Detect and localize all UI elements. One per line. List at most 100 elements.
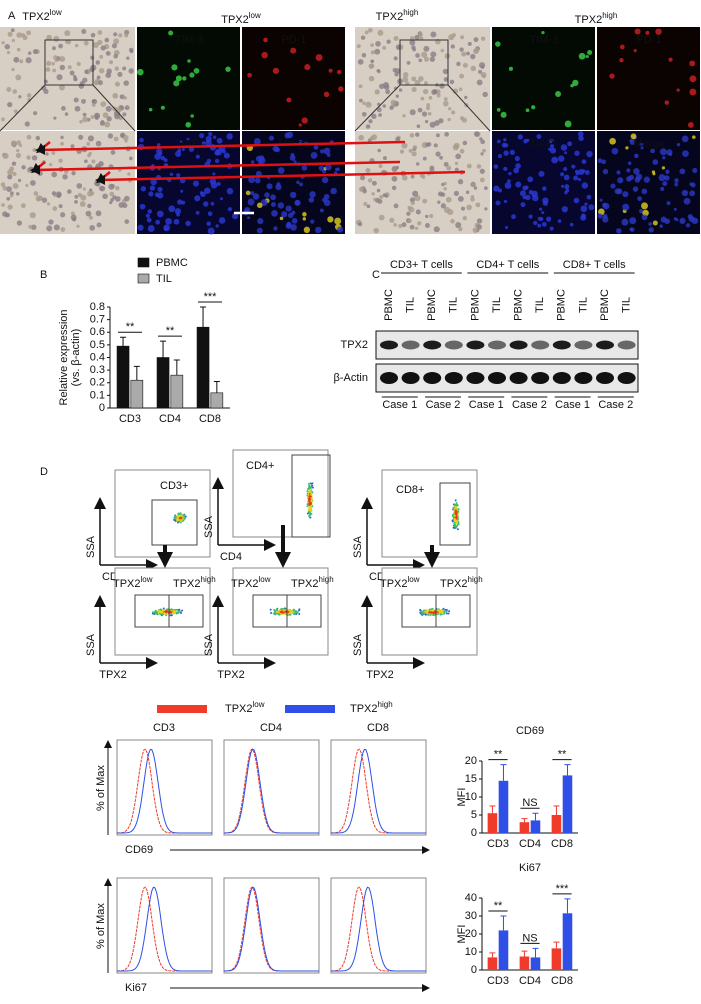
cell — [479, 62, 486, 69]
cell — [358, 84, 363, 89]
cell — [454, 161, 459, 166]
cell — [52, 68, 57, 73]
cell — [256, 227, 263, 234]
cell — [433, 143, 438, 148]
x-tick-label: CD3 — [487, 838, 509, 850]
cell — [648, 222, 653, 226]
cell — [464, 95, 468, 100]
gate — [439, 482, 471, 546]
cell — [26, 155, 31, 160]
event — [456, 504, 459, 507]
cell — [433, 226, 440, 233]
cell — [382, 104, 387, 108]
cell — [453, 142, 460, 149]
cell — [165, 217, 173, 225]
error-bar — [173, 359, 180, 376]
error-bar — [489, 805, 496, 814]
event — [419, 608, 422, 611]
cell — [640, 146, 644, 150]
bar — [519, 822, 530, 833]
cell — [429, 213, 434, 219]
cell — [571, 164, 576, 169]
event — [180, 612, 183, 615]
event — [171, 611, 174, 614]
event — [443, 612, 446, 615]
cell — [205, 135, 212, 143]
cell — [70, 144, 75, 149]
cell — [467, 41, 472, 46]
bar — [487, 813, 498, 833]
cell — [597, 213, 603, 219]
y-axis-label: Relative expression — [58, 310, 70, 406]
cell — [273, 226, 278, 231]
event — [174, 515, 177, 518]
histogram-curve — [224, 748, 319, 834]
event — [309, 491, 312, 494]
cell — [195, 154, 200, 159]
low-label: TPX2low — [113, 575, 153, 590]
cell — [393, 203, 399, 209]
cell — [268, 135, 275, 141]
cell — [434, 120, 440, 126]
cell — [683, 197, 691, 205]
blot-row — [375, 363, 639, 393]
cell — [411, 86, 417, 93]
cell — [64, 112, 69, 116]
cell — [106, 116, 112, 122]
cell — [95, 140, 102, 147]
cell — [416, 124, 421, 129]
high-label: TPX2high — [291, 575, 334, 590]
cell — [102, 112, 109, 118]
cell — [86, 142, 91, 146]
cell — [302, 217, 307, 221]
histogram-title: CD8 — [367, 722, 389, 734]
cell — [409, 133, 415, 138]
cell — [60, 212, 66, 218]
cell — [582, 169, 586, 173]
cell — [0, 182, 6, 187]
cell — [581, 213, 586, 218]
cell — [294, 200, 300, 206]
cell — [461, 51, 467, 57]
red-arrow — [35, 140, 406, 155]
ssa-label: SSA — [85, 633, 97, 656]
event — [452, 506, 455, 509]
cell — [414, 34, 420, 41]
bar — [116, 345, 130, 409]
cell — [421, 51, 428, 58]
cell — [231, 212, 239, 220]
cell — [114, 196, 121, 202]
x-tick-label: CD8 — [551, 838, 573, 850]
cell — [74, 105, 81, 112]
cell — [109, 191, 115, 197]
cell — [10, 140, 17, 147]
cell — [439, 83, 445, 89]
cell — [46, 225, 53, 232]
blot-band — [444, 340, 463, 350]
cell — [16, 148, 20, 153]
cell — [616, 228, 622, 234]
cell — [658, 174, 666, 182]
bar — [210, 392, 224, 409]
cell — [597, 158, 603, 164]
cell — [77, 192, 83, 198]
cell — [254, 177, 261, 184]
bar — [498, 930, 509, 970]
event — [453, 514, 456, 517]
event — [288, 609, 291, 612]
cell — [168, 205, 176, 213]
event — [178, 514, 181, 517]
cell — [474, 47, 480, 53]
cell — [97, 80, 103, 86]
cell — [542, 186, 547, 191]
cell — [90, 32, 96, 38]
cell — [641, 202, 648, 210]
cell — [12, 183, 19, 190]
cell — [24, 121, 30, 127]
cell — [456, 61, 461, 67]
cell — [250, 191, 255, 196]
y-tick-label: 20 — [465, 928, 477, 940]
cell — [455, 153, 462, 160]
event — [270, 611, 273, 614]
cell — [520, 202, 526, 208]
